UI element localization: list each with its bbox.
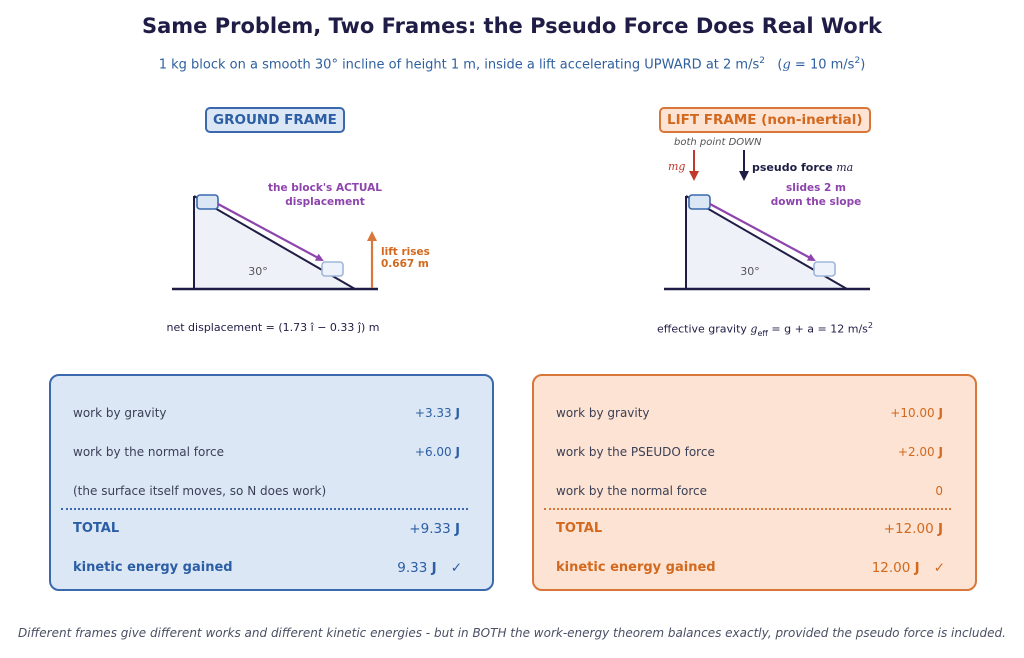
lift-ke-value: 12.00 J ✓ bbox=[872, 560, 945, 576]
ground-block-end bbox=[321, 261, 344, 277]
ground-gravity-unit: J bbox=[455, 406, 460, 420]
ground-row-normal-label: work by the normal force bbox=[73, 445, 224, 459]
ground-total-number: +9.33 bbox=[409, 521, 451, 537]
lift-ke-row: kinetic energy gained 12.00 J ✓ bbox=[556, 560, 945, 576]
ground-total-label: TOTAL bbox=[73, 521, 120, 536]
lift-divider bbox=[544, 508, 951, 510]
ground-check-icon: ✓ bbox=[450, 560, 462, 576]
pseudo-force-text: pseudo force bbox=[752, 161, 833, 174]
lift-total-number: +12.00 bbox=[883, 521, 934, 537]
lift-rise-label-2: 0.667 m bbox=[381, 258, 429, 270]
mg-label: mg bbox=[668, 160, 685, 173]
lift-caption-rest: = g + a = 12 m/s bbox=[767, 322, 868, 336]
both-down-label: both point DOWN bbox=[674, 137, 762, 148]
pseudo-force-label: pseudo force ma bbox=[752, 161, 853, 174]
ground-row-gravity: work by gravity +3.33 J bbox=[73, 406, 460, 420]
lift-row-normal: work by the normal force 0 bbox=[556, 484, 943, 498]
lift-pseudo-number: +2.00 bbox=[897, 445, 935, 459]
ground-displacement-arrow bbox=[217, 203, 324, 261]
slides-label-1: slides 2 m bbox=[786, 182, 846, 194]
ground-caption: net displacement = (1.73 î − 0.33 ĵ) m bbox=[166, 321, 380, 334]
ground-row-normal-value: +6.00 J bbox=[415, 445, 460, 459]
lift-caption-sub: eff bbox=[757, 328, 768, 338]
ground-normal-unit: J bbox=[455, 445, 460, 459]
ground-displacement-label-2: displacement bbox=[285, 196, 364, 208]
lift-pseudo-unit: J bbox=[938, 445, 943, 459]
ground-block-start bbox=[196, 194, 219, 210]
ground-total-value: +9.33 J bbox=[409, 521, 460, 537]
lift-angle-label: 30° bbox=[740, 265, 760, 278]
lift-row-gravity-value: +10.00 J bbox=[890, 406, 943, 420]
lift-caption-prefix: effective gravity bbox=[656, 322, 751, 336]
lift-work-panel: work by gravity +10.00 J work by the PSE… bbox=[532, 374, 977, 591]
lift-total-value: +12.00 J bbox=[884, 521, 943, 537]
ground-row-normal: work by the normal force +6.00 J bbox=[73, 445, 460, 459]
lift-ke-number: 12.00 bbox=[871, 560, 911, 576]
lift-slide-arrow bbox=[709, 203, 816, 261]
lift-caption-sup: 2 bbox=[867, 321, 873, 330]
ground-divider bbox=[61, 508, 468, 510]
lift-frame-tag: LIFT FRAME (non-inertial) bbox=[659, 107, 871, 133]
ground-total-unit: J bbox=[454, 521, 460, 537]
ground-angle-label: 30° bbox=[248, 265, 268, 278]
lift-ke-unit: J bbox=[914, 560, 920, 576]
lift-ke-label: kinetic energy gained bbox=[556, 560, 716, 575]
ground-displacement-label-1: the block's ACTUAL bbox=[268, 182, 382, 194]
subtitle-g-symbol: g bbox=[782, 57, 791, 73]
page-title: Same Problem, Two Frames: the Pseudo For… bbox=[141, 14, 883, 38]
ground-normal-number: +6.00 bbox=[414, 445, 452, 459]
lift-row-normal-label: work by the normal force bbox=[556, 484, 707, 498]
subtitle-g-open: ( bbox=[777, 57, 783, 73]
lift-row-gravity-label: work by gravity bbox=[556, 406, 650, 420]
subtitle-main: 1 kg block on a smooth 30° incline of he… bbox=[158, 57, 760, 73]
ground-ke-number: 9.33 bbox=[397, 560, 428, 576]
ground-total-row: TOTAL +9.33 J bbox=[73, 521, 460, 537]
lift-row-gravity: work by gravity +10.00 J bbox=[556, 406, 943, 420]
lift-row-pseudo: work by the PSEUDO force +2.00 J bbox=[556, 445, 943, 459]
ground-ke-row: kinetic energy gained 9.33 J ✓ bbox=[73, 560, 462, 576]
lift-total-label: TOTAL bbox=[556, 521, 603, 536]
subtitle-sup: 2 bbox=[759, 56, 765, 66]
ground-work-panel: work by gravity +3.33 J work by the norm… bbox=[49, 374, 494, 591]
lift-gravity-number: +10.00 bbox=[890, 406, 935, 420]
subtitle-g-sup: 2 bbox=[854, 56, 861, 66]
subtitle-g-close: ) bbox=[860, 57, 866, 73]
ground-row-gravity-label: work by gravity bbox=[73, 406, 167, 420]
lift-rise-label-1: lift rises bbox=[381, 246, 430, 258]
slides-label-2: down the slope bbox=[771, 196, 862, 208]
lift-row-normal-value: 0 bbox=[935, 484, 943, 498]
lift-block-end bbox=[813, 261, 836, 277]
ground-ke-unit: J bbox=[431, 560, 437, 576]
footer-note: Different frames give different works an… bbox=[18, 626, 1006, 640]
ground-ke-value: 9.33 J ✓ bbox=[397, 560, 462, 576]
ground-row-note: (the surface itself moves, so N does wor… bbox=[73, 484, 460, 498]
ground-row-gravity-value: +3.33 J bbox=[415, 406, 460, 420]
ground-ke-label: kinetic energy gained bbox=[73, 560, 233, 575]
frames-diagram: 30° the block's ACTUAL displacement lift… bbox=[172, 137, 870, 291]
page-subtitle: 1 kg block on a smooth 30° incline of he… bbox=[0, 56, 1024, 72]
subtitle-g-rest: = 10 m/s bbox=[790, 57, 855, 73]
lift-incline: 30° both point DOWN mg pseudo force ma s… bbox=[664, 137, 870, 291]
lift-total-unit: J bbox=[937, 521, 943, 537]
lift-total-row: TOTAL +12.00 J bbox=[556, 521, 943, 537]
lift-caption: effective gravity geff = g + a = 12 m/s2 bbox=[530, 321, 1000, 338]
lift-check-icon: ✓ bbox=[933, 560, 945, 576]
pseudo-force-symbol: ma bbox=[836, 161, 853, 174]
ground-row-note-label: (the surface itself moves, so N does wor… bbox=[73, 484, 327, 498]
lift-row-pseudo-label: work by the PSEUDO force bbox=[556, 445, 715, 459]
ground-incline: 30° the block's ACTUAL displacement lift… bbox=[172, 182, 430, 291]
lift-gravity-unit: J bbox=[938, 406, 943, 420]
lift-block-start bbox=[688, 194, 711, 210]
ground-gravity-number: +3.33 bbox=[414, 406, 452, 420]
ground-frame-tag: GROUND FRAME bbox=[205, 107, 345, 133]
lift-caption-symbol: g bbox=[750, 322, 758, 336]
lift-row-pseudo-value: +2.00 J bbox=[898, 445, 943, 459]
